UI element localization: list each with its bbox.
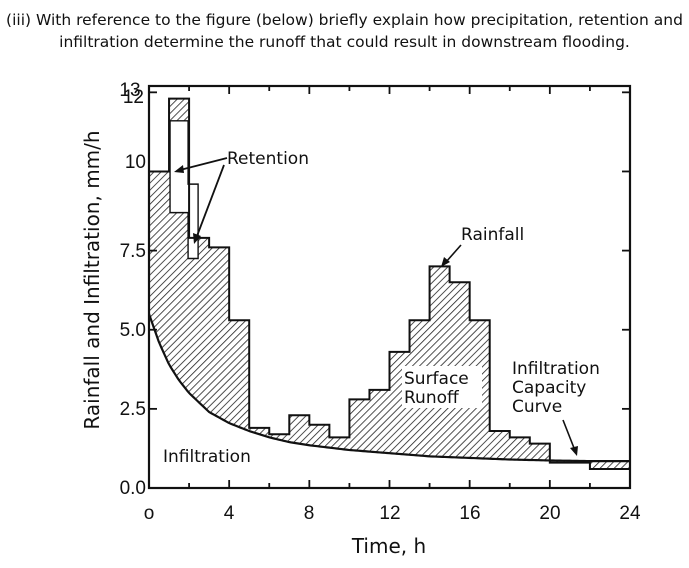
infiltration-capacity-label-line-2: Capacity bbox=[512, 378, 586, 398]
x-tick-label-8: 8 bbox=[304, 503, 315, 524]
y-tick-label-12: 12 bbox=[123, 87, 144, 108]
x-tick-label-0: o bbox=[144, 503, 155, 524]
y-axis-title: Rainfall and Infiltration, mm/h bbox=[80, 130, 104, 429]
rainfall-arrow bbox=[441, 244, 462, 267]
y-tick-label-7-5: 7.5 bbox=[120, 241, 146, 262]
capacity-curve-arrow bbox=[562, 419, 578, 456]
x-tick-label-4: 4 bbox=[224, 503, 235, 524]
x-tick-label-24: 24 bbox=[619, 503, 641, 524]
rainfall-label: Rainfall bbox=[461, 225, 524, 245]
runoff-hatch-group bbox=[149, 98, 630, 470]
x-tick-label-12: 12 bbox=[379, 503, 400, 524]
infiltration-capacity-label-line-3: Curve bbox=[512, 397, 562, 417]
retention-label: Retention bbox=[227, 149, 309, 169]
y-tick-label-10: 10 bbox=[125, 152, 146, 173]
surface-label: Surface bbox=[404, 369, 469, 389]
infiltration-capacity-curve bbox=[149, 313, 630, 463]
retention-arrows bbox=[174, 157, 228, 244]
rainfall-hyetograph-line bbox=[149, 97, 630, 488]
surface-runoff-label-bg bbox=[402, 366, 482, 408]
question-line-1: (iii) With reference to the figure (belo… bbox=[6, 11, 683, 29]
infiltration-label: Infiltration bbox=[163, 447, 251, 467]
infiltration-capacity-label-line-1: Infiltration bbox=[512, 359, 600, 379]
y-tick-label-5: 5.0 bbox=[120, 320, 146, 341]
retention-area bbox=[169, 120, 199, 260]
y-tick-label-0: 0.0 bbox=[120, 478, 146, 499]
surface-runoff-area bbox=[149, 98, 630, 470]
x-axis-title: Time, h bbox=[351, 534, 426, 558]
y-top-scrawl: 13 bbox=[119, 80, 140, 101]
question-text: (iii) With reference to the figure (belo… bbox=[0, 9, 689, 53]
question-line-2: infiltration determine the runoff that c… bbox=[59, 33, 630, 51]
x-tick-label-16: 16 bbox=[459, 503, 480, 524]
runoff-label: Runoff bbox=[404, 388, 460, 408]
x-tick-label-20: 20 bbox=[539, 503, 560, 524]
plot-frame bbox=[147, 84, 632, 490]
y-tick-label-2-5: 2.5 bbox=[120, 399, 146, 420]
